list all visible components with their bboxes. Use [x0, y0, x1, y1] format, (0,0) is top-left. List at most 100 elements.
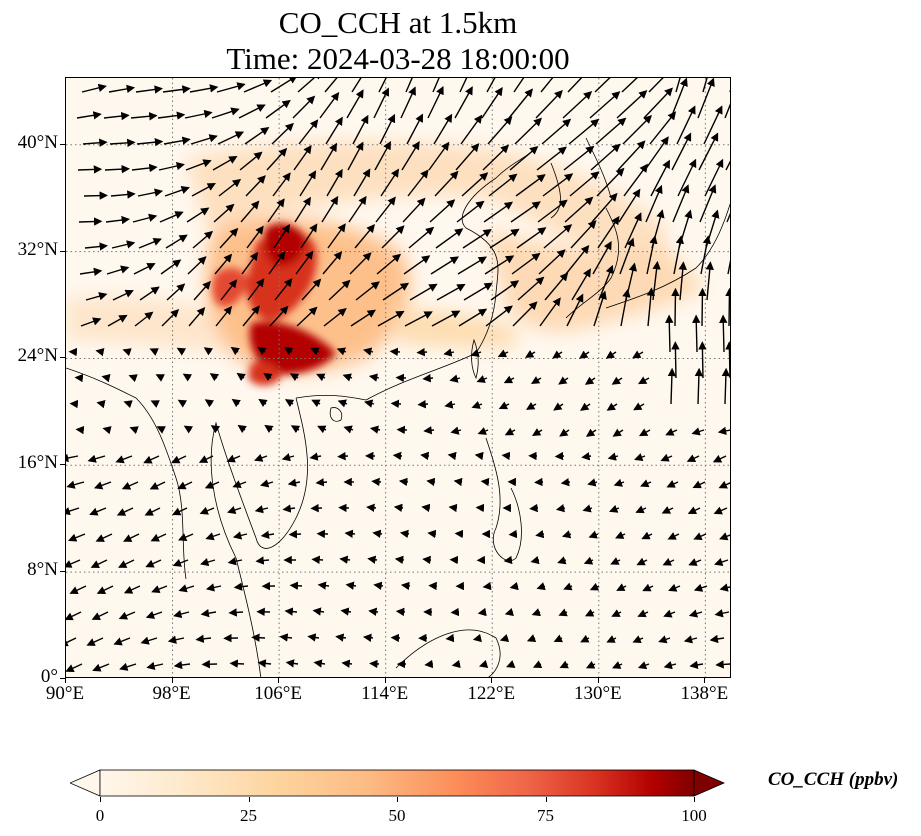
wind-arrow-86 [374, 140, 391, 171]
wind-arrow-268 [552, 350, 563, 359]
wind-arrow-41 [508, 88, 533, 119]
wind-arrow-14 [459, 78, 468, 93]
wind-arrow-199 [727, 235, 730, 275]
wind-arrow-208 [301, 278, 322, 301]
wind-arrow-474 [714, 558, 729, 566]
wind-arrow-36 [373, 87, 390, 119]
wind-arrow-153 [165, 234, 188, 249]
wind-arrow-4 [189, 84, 219, 93]
wind-arrow-275 [74, 373, 84, 383]
wind-arrow-123 [704, 158, 724, 197]
wind-arrow-94 [590, 143, 621, 171]
wind-arrow-280 [209, 373, 220, 382]
wind-arrow-413 [421, 503, 431, 513]
wind-arrow-22 [675, 78, 681, 93]
wind-arrow-336 [369, 425, 381, 434]
wind-arrow-420 [608, 504, 620, 513]
wind-arrow-54 [190, 134, 218, 145]
wind-arrow-100 [83, 191, 108, 200]
wind-arrow-60 [352, 114, 369, 145]
wind-arrow-558 [285, 659, 299, 668]
wind-arrow-190 [484, 255, 515, 275]
wind-arrow-359 [309, 452, 322, 461]
wind-arrow-536 [363, 633, 374, 642]
wind-arrow-491 [509, 581, 519, 591]
wind-arrow-438 [427, 529, 437, 539]
wind-arrow-341 [504, 427, 516, 436]
wind-arrow-355 [198, 455, 214, 463]
wind-arrow-243 [566, 293, 584, 327]
wind-arrow-156 [246, 225, 264, 249]
wind-arrow-274 [719, 314, 728, 353]
map-panel[interactable] [65, 77, 731, 678]
wind-arrow-137 [402, 197, 426, 223]
wind-arrow-473 [688, 558, 702, 566]
wind-arrow-46 [643, 87, 673, 119]
wind-arrow-450 [66, 559, 81, 568]
wind-arrow-353 [143, 455, 160, 464]
wind-arrow-515 [477, 607, 487, 617]
wind-arrow-519 [584, 608, 595, 617]
wind-arrow-418 [555, 504, 566, 513]
wind-arrow-93 [563, 145, 595, 171]
wind-arrow-249 [725, 287, 730, 327]
wind-arrow-477 [123, 585, 141, 594]
wind-arrow-135 [348, 195, 367, 223]
wind-arrow-240 [485, 305, 513, 327]
wind-arrow-369 [581, 452, 592, 461]
wind-arrow-68 [568, 118, 600, 145]
wind-arrow-334 [317, 425, 327, 434]
wind-arrow-497 [668, 583, 681, 592]
wind-arrow-118 [569, 171, 600, 197]
wind-arrow-57 [271, 122, 294, 145]
lon-tick-mark-3 [384, 678, 386, 683]
wind-arrow-455 [200, 557, 216, 567]
wind-arrow-435 [344, 529, 356, 538]
wind-arrow-449 [719, 532, 730, 541]
wind-arrow-349 [717, 426, 730, 436]
wind-arrow-561 [369, 659, 380, 669]
wind-arrow-571 [637, 661, 650, 670]
wind-arrow-3 [162, 85, 191, 94]
wind-arrow-468 [557, 556, 567, 565]
wind-arrow-568 [559, 660, 569, 669]
plume-southeast-band [396, 308, 516, 348]
wind-arrow-76 [104, 164, 130, 174]
plume-band-north [186, 141, 666, 268]
wind-arrow-12 [405, 78, 413, 93]
wind-arrow-51 [109, 138, 136, 148]
wind-arrow-197 [673, 235, 685, 275]
wind-arrow-84 [320, 142, 338, 171]
wind-arrow-96 [644, 136, 669, 171]
wind-arrow-230 [215, 305, 233, 327]
wind-arrow-399 [718, 480, 730, 489]
wind-arrow-545 [606, 635, 617, 643]
wind-arrow-58 [298, 119, 319, 145]
wind-arrow-33 [292, 95, 316, 119]
wind-arrow-8 [297, 78, 323, 93]
wind-arrow-365 [474, 451, 484, 461]
wind-arrow-448 [693, 532, 707, 541]
wind-arrow-501 [91, 611, 109, 620]
wind-arrow-24 [729, 89, 730, 92]
wind-arrow-5 [216, 82, 246, 93]
wind-arrow-52 [136, 138, 164, 147]
wind-arrow-360 [337, 451, 349, 461]
wind-arrow-281 [236, 372, 246, 382]
wind-arrow-53 [163, 136, 191, 145]
wind-arrow-177 [133, 263, 156, 275]
wind-arrow-164 [462, 229, 492, 249]
wind-arrow-395 [613, 478, 625, 487]
wind-arrow-484 [317, 581, 330, 590]
wind-arrow-530 [195, 634, 212, 643]
wind-arrow-139 [456, 200, 485, 223]
wind-arrow-503 [145, 610, 163, 619]
wind-arrow-161 [381, 225, 405, 249]
wind-arrow-179 [187, 256, 207, 275]
wind-arrow-372 [660, 453, 673, 462]
wind-arrow-272 [665, 314, 674, 353]
wind-arrow-228 [161, 309, 180, 327]
wind-arrow-557 [257, 659, 272, 668]
wind-arrow-446 [641, 531, 653, 540]
wind-arrow-202 [139, 286, 160, 301]
